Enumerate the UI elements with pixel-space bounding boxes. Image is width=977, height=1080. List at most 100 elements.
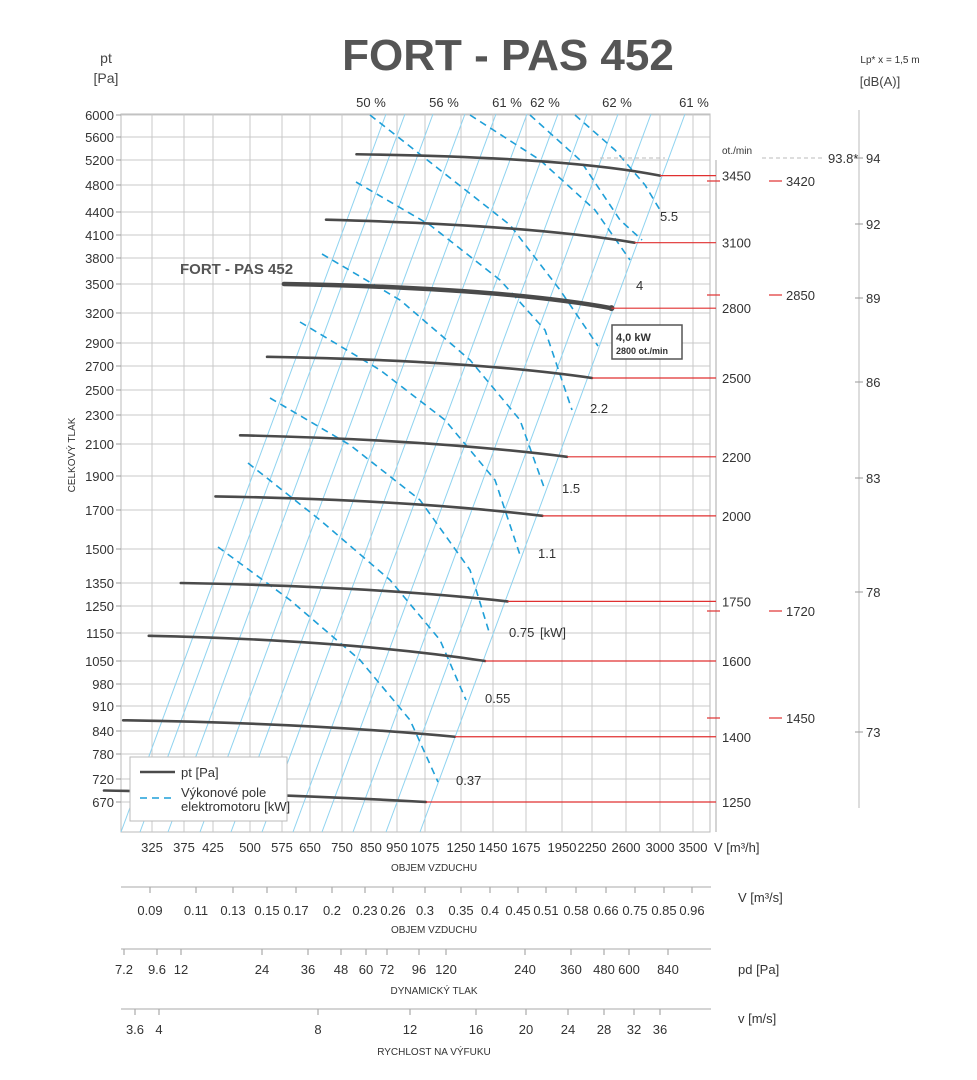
sound-tick-label: 94 xyxy=(866,151,880,166)
x-tick-label: 325 xyxy=(141,840,163,855)
v-tick-label: 8 xyxy=(314,1022,321,1037)
sound-tick-label: 83 xyxy=(866,471,880,486)
power-label: 0.55 xyxy=(485,691,510,706)
x-tick-label: 500 xyxy=(239,840,261,855)
efficiency-label: 61 % xyxy=(492,95,522,110)
plot-frame xyxy=(120,113,711,833)
m3s-tick-label: 0.58 xyxy=(563,903,588,918)
pd-tick-label: 240 xyxy=(514,962,536,977)
power-label: 4 xyxy=(636,278,643,293)
v-tick-label: 28 xyxy=(597,1022,611,1037)
y-tick-label: 3800 xyxy=(85,251,114,266)
m3s-tick-label: 0.17 xyxy=(283,903,308,918)
pd-tick-label: 7.2 xyxy=(115,962,133,977)
y-tick-label: 3500 xyxy=(85,277,114,292)
y-gridlines xyxy=(116,114,710,803)
operating-point-power: 4,0 kW xyxy=(616,332,651,344)
m3s-tick-label: 0.75 xyxy=(622,903,647,918)
y-tick-label: 5200 xyxy=(85,153,114,168)
y-tick-label: 4400 xyxy=(85,205,114,220)
efficiency-curves xyxy=(217,114,661,783)
y-tick-label: 1500 xyxy=(85,542,114,557)
pd-tick-label: 360 xyxy=(560,962,582,977)
pressure-curve-2800 xyxy=(281,281,614,311)
v-tick-label: 24 xyxy=(561,1022,575,1037)
x-tick-label: 1950 xyxy=(548,840,577,855)
y-tick-label: 4100 xyxy=(85,228,114,243)
pd-tick-label: 48 xyxy=(334,962,348,977)
efficiency-curve xyxy=(299,321,521,556)
pd-tick-label: 480 xyxy=(593,962,615,977)
y-tick-label: 2100 xyxy=(85,437,114,452)
power-label: 5.5 xyxy=(660,209,678,224)
system-line xyxy=(385,113,652,833)
rpm-header: ot./min xyxy=(722,146,752,157)
pressure-curve-1600 xyxy=(147,634,487,663)
efficiency-curve xyxy=(574,114,661,211)
y-tick-label: 2300 xyxy=(85,408,114,423)
power-label: 1.5 xyxy=(562,481,580,496)
legend-box xyxy=(129,756,288,822)
system-line xyxy=(120,113,387,833)
sound-tick-label: 89 xyxy=(866,291,880,306)
m3s-label: V [m³/s] xyxy=(738,890,783,905)
x-tick-label: 3000 xyxy=(646,840,675,855)
pd-tick-label: 72 xyxy=(380,962,394,977)
efficiency-curve xyxy=(469,114,631,261)
rpm-alt-label: 2850 xyxy=(786,288,815,303)
y-tick-label: 720 xyxy=(92,772,114,787)
y-tick-label: 5600 xyxy=(85,130,114,145)
m3s-tick-label: 0.09 xyxy=(137,903,162,918)
rpm-label: 3450 xyxy=(722,169,751,184)
chart-labels: 6000 5600 5200 4800 4400 4100 3800 3500 3200 2900… xyxy=(85,95,880,1037)
efficiency-label: 50 % xyxy=(356,95,386,110)
m3s-tick-label: 0.85 xyxy=(651,903,676,918)
y-tick-label: 1150 xyxy=(86,626,114,641)
sound-tick-label: 73 xyxy=(866,725,880,740)
y-tick-label: 910 xyxy=(92,699,114,714)
rpm-label: 1600 xyxy=(722,654,751,669)
pd-tick-label: 9.6 xyxy=(148,962,166,977)
v-tick-label: 4 xyxy=(155,1022,162,1037)
system-line xyxy=(167,113,434,833)
x-tick-label: 375 xyxy=(173,840,195,855)
x-gridlines xyxy=(151,114,694,832)
m3s-tick-label: 0.35 xyxy=(448,903,473,918)
y-tick-label: 1050 xyxy=(85,654,114,669)
v-tick-label: 32 xyxy=(627,1022,641,1037)
x-tick-label: 2600 xyxy=(612,840,641,855)
power-label: 2.2 xyxy=(590,401,608,416)
legend-label-pt: pt [Pa] xyxy=(181,765,219,780)
y-tick-label: 3200 xyxy=(85,306,114,321)
rpm-label: 2500 xyxy=(722,371,751,386)
y-tick-label: 1700 xyxy=(85,503,114,518)
rpm-label: 3100 xyxy=(722,236,751,251)
m3s-tick-label: 0.45 xyxy=(505,903,530,918)
efficiency-label: 61 % xyxy=(679,95,709,110)
pd-tick-label: 60 xyxy=(359,962,373,977)
pressure-curve-3450 xyxy=(355,152,662,177)
y-axis-unit: [Pa] xyxy=(94,70,119,86)
efficiency-label: 62 % xyxy=(602,95,632,110)
y-tick-label: 4800 xyxy=(85,178,114,193)
sound-tick-label: 92 xyxy=(866,217,880,232)
efficiency-curve xyxy=(217,546,439,783)
system-line xyxy=(419,113,686,833)
sound-header-2: [dB(A)] xyxy=(860,74,900,89)
x-tick-label: 1250 xyxy=(447,840,476,855)
efficiency-curve xyxy=(529,114,643,241)
pd-tick-label: 36 xyxy=(301,962,315,977)
pd-caption: DYNAMICKÝ TLAK xyxy=(390,984,477,997)
y-axis-symbol: pt xyxy=(100,50,112,66)
pd-tick-label: 840 xyxy=(657,962,679,977)
efficiency-curve xyxy=(355,181,573,411)
chart-title: FORT - PAS 452 xyxy=(342,31,674,80)
v-tick-label: 36 xyxy=(653,1022,667,1037)
efficiency-curve xyxy=(247,462,467,701)
efficiency-curve xyxy=(369,114,599,347)
rpm-markers xyxy=(426,175,782,803)
m3s-tick-label: 0.3 xyxy=(416,903,434,918)
rpm-label: 2000 xyxy=(722,509,751,524)
y-tick-label: 780 xyxy=(92,747,114,762)
